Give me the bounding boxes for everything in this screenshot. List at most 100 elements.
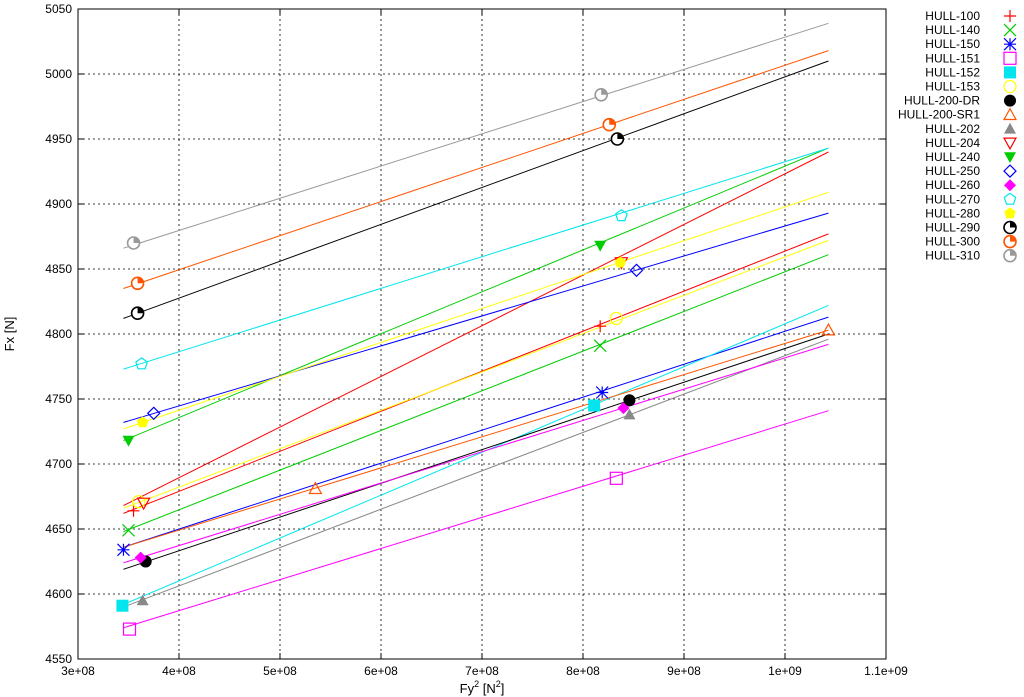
x-axis-ticks: 3e+08 4e+08 5e+08 6e+08 7e+08 8e+08 9e+08 1e+09… <box>61 9 908 678</box>
data-point-hull-310 <box>594 88 608 102</box>
legend-label: HULL-300 <box>925 235 980 249</box>
data-point-hull-150 <box>117 543 130 557</box>
data-point-hull-240 <box>594 240 607 252</box>
fit-line-hull-270 <box>123 147 829 370</box>
data-point-hull-280 <box>614 256 627 268</box>
legend-label: HULL-140 <box>925 23 980 37</box>
fit-line-hull-200-dr <box>123 333 829 570</box>
legend-label: HULL-250 <box>925 164 980 178</box>
legend-label: HULL-150 <box>925 37 980 51</box>
data-point-hull-151 <box>122 622 137 636</box>
y-tick-label: 4800 <box>45 327 72 341</box>
data-point-hull-202 <box>136 594 149 606</box>
data-point-hull-200-sr1 <box>821 322 836 336</box>
data-point-hull-270 <box>614 208 628 222</box>
fit-line-hull-152 <box>123 304 829 605</box>
data-point-hull-310 <box>126 236 141 250</box>
fit-line-hull-250 <box>123 212 829 423</box>
y-axis-label: Fx [N] <box>2 317 17 352</box>
legend-label: HULL-152 <box>925 65 980 79</box>
legend-label: HULL-270 <box>925 192 980 206</box>
fit-line-hull-100 <box>123 233 829 514</box>
data-point-hull-100 <box>594 320 607 333</box>
x-tick-label: 1e+09 <box>768 664 802 678</box>
legend: HULL-100HULL-140HULL-150HULL-151HULL-152… <box>898 9 1018 263</box>
fit-line-hull-280 <box>123 191 829 430</box>
data-point-hull-153 <box>132 495 146 509</box>
data-point-hull-100 <box>127 504 140 517</box>
legend-marker-hull-290 <box>1003 220 1017 235</box>
x-axis-label: Fy2 [N2] <box>460 679 505 696</box>
x-tick-label: 9e+08 <box>667 664 701 678</box>
y-tick-label: 4750 <box>45 392 72 406</box>
data-point-hull-202 <box>623 408 636 420</box>
fit-line-hull-140 <box>123 254 829 533</box>
legend-label: HULL-290 <box>925 221 980 235</box>
legend-marker-hull-200-dr <box>1004 94 1016 107</box>
legend-marker-hull-260 <box>1004 179 1016 192</box>
data-point-hull-250 <box>146 406 161 421</box>
data-point-hull-200-dr <box>623 394 636 407</box>
legend-marker-hull-140 <box>1003 23 1017 37</box>
y-tick-label: 5050 <box>45 2 72 16</box>
y-tick-label: 4650 <box>45 522 72 536</box>
data-point-hull-300 <box>602 117 617 132</box>
data-point-hull-250 <box>629 263 644 278</box>
data-point-hull-270 <box>135 357 149 370</box>
data-point-hull-150 <box>595 386 609 399</box>
fit-line-hull-151 <box>123 410 829 629</box>
legend-label: HULL-202 <box>925 122 980 136</box>
legend-marker-hull-310 <box>1003 248 1017 263</box>
data-point-hull-280 <box>136 416 149 428</box>
legend-marker-hull-240 <box>1004 152 1016 163</box>
data-points <box>116 88 836 636</box>
x-tick-label: 4e+08 <box>162 664 196 678</box>
y-axis-ticks: 4550 4600 4650 4700 4750 4800 4850 4900 4950 5000… <box>45 2 886 666</box>
fit-line-hull-290 <box>123 60 829 319</box>
legend-label: HULL-200-SR1 <box>898 108 980 122</box>
grid-lines <box>78 9 886 659</box>
fit-lines <box>123 22 829 629</box>
y-tick-label: 5000 <box>45 67 72 81</box>
data-point-hull-260 <box>617 402 630 415</box>
legend-marker-hull-270 <box>1003 192 1017 205</box>
data-point-hull-200-sr1 <box>308 481 323 495</box>
data-point-hull-152 <box>588 399 601 412</box>
legend-label: HULL-153 <box>925 80 980 94</box>
x-tick-label: 1.1e+09 <box>864 664 908 678</box>
y-tick-label: 4550 <box>45 652 72 666</box>
legend-label: HULL-200-DR <box>904 94 980 108</box>
fit-line-hull-310 <box>123 22 829 249</box>
legend-label: HULL-100 <box>925 9 980 23</box>
legend-marker-hull-202 <box>1004 122 1016 134</box>
data-point-hull-152 <box>116 599 129 612</box>
legend-marker-hull-151 <box>1003 51 1017 65</box>
legend-marker-hull-204 <box>1002 137 1018 151</box>
data-point-hull-140 <box>122 523 135 537</box>
fit-line-hull-200-sr1 <box>123 329 829 548</box>
fit-line-hull-204 <box>123 151 829 507</box>
fit-line-hull-240 <box>123 147 829 442</box>
data-point-hull-300 <box>130 276 145 291</box>
legend-marker-hull-250 <box>1003 164 1017 178</box>
y-tick-label: 4700 <box>45 457 72 471</box>
legend-label: HULL-280 <box>925 206 980 220</box>
y-tick-label: 4850 <box>45 262 72 276</box>
x-tick-label: 7e+08 <box>465 664 499 678</box>
fit-line-hull-150 <box>123 316 829 548</box>
legend-marker-hull-280 <box>1004 207 1016 219</box>
data-point-hull-153 <box>609 311 623 325</box>
data-point-hull-260 <box>134 551 147 564</box>
data-point-hull-290 <box>610 132 625 146</box>
x-tick-label: 5e+08 <box>263 664 297 678</box>
fit-line-hull-202 <box>123 338 829 608</box>
x-tick-label: 8e+08 <box>566 664 600 678</box>
legend-label: HULL-204 <box>925 136 980 150</box>
data-point-hull-140 <box>593 339 607 353</box>
legend-marker-hull-200-sr1 <box>1002 107 1018 121</box>
legend-marker-hull-150 <box>1003 37 1017 51</box>
x-tick-label: 6e+08 <box>364 664 398 678</box>
legend-marker-hull-100 <box>1004 10 1016 22</box>
legend-label: HULL-260 <box>925 178 980 192</box>
